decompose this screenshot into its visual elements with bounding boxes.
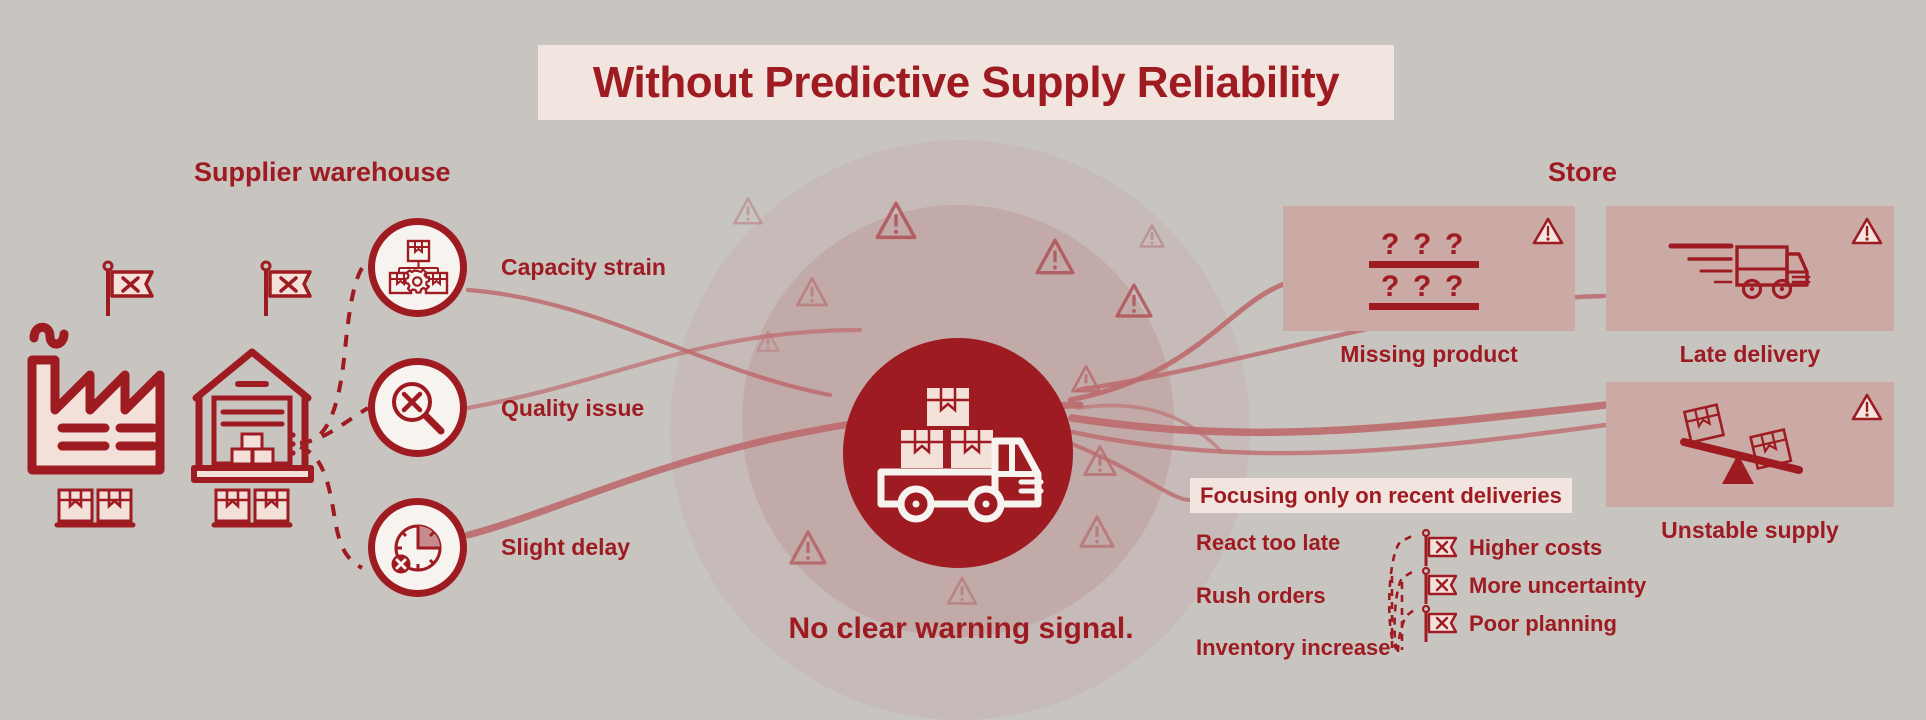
issue-label-slight-delay: Slight delay: [501, 534, 631, 560]
effect-item-higher-costs: Higher costs: [1420, 528, 1602, 568]
central-delivery-circle: [843, 338, 1073, 568]
store-caption-unstable-supply: Unstable supply: [1661, 517, 1839, 543]
x-flag-icon: [1421, 566, 1458, 604]
store-panel-missing-product[interactable]: ? ? ? ? ? ?: [1283, 206, 1575, 331]
boxes-gear-icon: [388, 239, 448, 294]
focus-banner-label: Focusing only on recent deliveries: [1200, 482, 1562, 508]
delivery-truck-with-boxes-icon: [877, 387, 1043, 522]
effect-item-more-uncertainty: More uncertainty: [1420, 566, 1646, 606]
effect-label: Higher costs: [1469, 535, 1603, 560]
issue-label-quality-issue: Quality issue: [501, 395, 645, 421]
effect-label: More uncertainty: [1469, 573, 1647, 598]
effect-item-poor-planning: Poor planning: [1420, 604, 1617, 644]
speeding-truck-icon: [1668, 243, 1811, 300]
magnifier-x-icon: [391, 381, 444, 434]
store-caption-late-delivery: Late delivery: [1679, 341, 1821, 367]
cause-item-inventory-increase: Inventory increase: [1196, 635, 1391, 660]
question-mark: ?: [1445, 228, 1463, 261]
warning-triangle-icon: [1532, 217, 1564, 245]
issue-badge-capacity-strain[interactable]: [368, 218, 467, 317]
boxes-pallet-icon: [54, 488, 136, 528]
cause-item-rush-orders: Rush orders: [1196, 583, 1326, 608]
store-heading: Store: [1548, 157, 1618, 187]
cause-item-react-too-late: React too late: [1196, 530, 1341, 555]
page-title: Without Predictive Supply Reliability: [592, 57, 1340, 107]
x-flag-icon: [102, 260, 154, 316]
warning-triangle-icon: [1851, 393, 1883, 421]
boxes-pallet-icon: [211, 488, 293, 528]
issue-label-capacity-strain: Capacity strain: [501, 254, 666, 280]
question-mark: ?: [1413, 270, 1431, 303]
unbalanced-seesaw-boxes-icon: [1680, 403, 1803, 484]
supplier-warehouse-heading: Supplier warehouse: [194, 157, 451, 187]
x-flag-icon: [260, 260, 312, 316]
question-mark: ?: [1413, 228, 1431, 261]
issue-badge-quality-issue[interactable]: [368, 358, 467, 457]
center-caption: No clear warning signal.: [788, 612, 1134, 645]
x-flag-icon: [1421, 528, 1458, 566]
effect-label: Poor planning: [1469, 611, 1617, 636]
warning-triangle-icon: [1851, 217, 1883, 245]
clock-x-icon: [391, 524, 441, 573]
focus-banner: Focusing only on recent deliveries: [1190, 478, 1572, 513]
scattered-warning-triangles: [733, 197, 1165, 605]
question-mark: ?: [1381, 270, 1399, 303]
question-mark: ?: [1445, 270, 1463, 303]
warehouse-icon: [191, 348, 314, 483]
store-caption-missing-product: Missing product: [1340, 341, 1518, 367]
question-mark: ?: [1381, 228, 1399, 261]
infographic-canvas: Without Predictive Supply Reliability Su…: [27, 45, 1894, 660]
store-panel-unstable-supply[interactable]: [1606, 382, 1894, 507]
title-banner: Without Predictive Supply Reliability: [538, 45, 1394, 120]
issue-badge-slight-delay[interactable]: [368, 498, 467, 597]
factory-icon: [27, 322, 165, 475]
store-panel-late-delivery[interactable]: [1606, 206, 1894, 331]
x-flag-icon: [1421, 604, 1458, 642]
empty-shelves-question-marks-icon: ? ? ? ? ? ?: [1369, 228, 1479, 310]
cause-effect-dashed-link: [1387, 534, 1415, 653]
